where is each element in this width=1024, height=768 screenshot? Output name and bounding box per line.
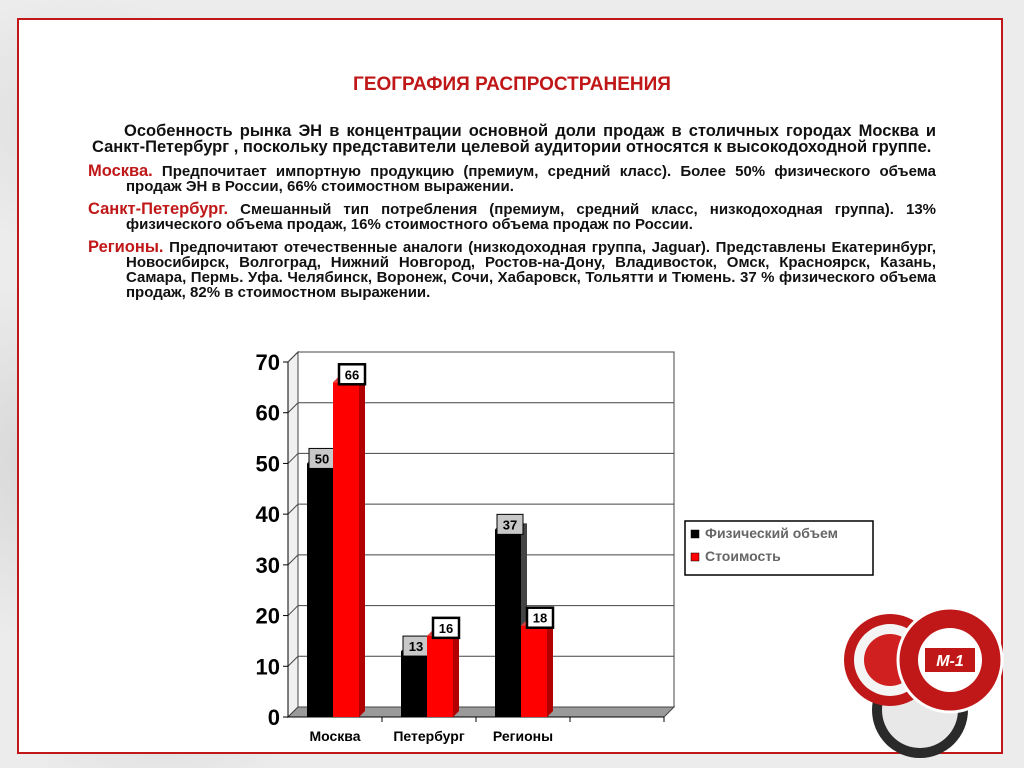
logo-mark: M-1 (936, 653, 964, 670)
text-block: Особенность рынка ЭН в концентрации осно… (88, 122, 936, 308)
x-tick-label: Петербург (393, 728, 464, 744)
data-label: 50 (315, 451, 329, 466)
gridline-side (287, 605, 299, 616)
x-tick-label: Регионы (493, 728, 553, 744)
paragraph-regions: Регионы. Предпочитают отечественные анал… (88, 238, 936, 301)
paragraph-lead: Санкт-Петербург. (88, 200, 229, 218)
plot-side-wall (287, 350, 299, 719)
bar (333, 382, 359, 717)
y-tick-label: 40 (256, 502, 280, 527)
paragraph-text: Предпочитают отечественные аналоги (низк… (126, 239, 936, 301)
bar (401, 651, 427, 717)
paragraph-moscow: Москва. Предпочитает импортную продукцию… (88, 162, 936, 195)
slide-title: ГЕОГРАФИЯ РАСПРОСТРАНЕНИЯ (353, 74, 671, 95)
gridline-side (287, 554, 299, 566)
gridline-side (287, 655, 299, 667)
y-tick-label: 0 (268, 705, 280, 730)
data-label: 13 (409, 639, 423, 654)
bar-side (359, 376, 365, 717)
gridline-side (287, 453, 299, 464)
gridline-side (287, 402, 299, 414)
bar (521, 625, 547, 717)
brand-logo: M-1 (844, 606, 1004, 758)
y-tick-label: 20 (256, 604, 280, 629)
y-tick-label: 50 (256, 451, 280, 476)
y-tick-label: 10 (256, 654, 280, 679)
paragraph-lead: Москва. (88, 162, 153, 180)
data-label: 18 (533, 611, 547, 626)
y-tick-label: 60 (256, 401, 280, 426)
gridline-side (287, 351, 299, 363)
bar (427, 635, 453, 717)
data-label-box (337, 363, 367, 386)
y-tick-label: 70 (256, 350, 280, 375)
data-label-box (496, 513, 524, 535)
bar (307, 463, 333, 717)
bar-side (453, 629, 459, 717)
gridline-side (287, 503, 299, 515)
bar-side (547, 619, 553, 717)
x-tick-label: Москва (309, 728, 360, 744)
legend-swatch (690, 552, 700, 562)
legend-box (684, 520, 874, 576)
data-label: 37 (503, 517, 517, 532)
paragraph-lead: Регионы. (88, 238, 164, 256)
y-tick-label: 30 (256, 553, 280, 578)
bar-chart: 0 10 20 30 40 50 60 70 Москва 50 66 Петербург 13 16 Ре… (256, 350, 874, 744)
paragraph-text: Смешанный тип потребления (премиум, сред… (126, 201, 936, 233)
data-label-box (525, 606, 555, 629)
data-label: 16 (439, 621, 453, 636)
legend-swatch (690, 529, 700, 539)
legend-label: Стоимость (705, 548, 781, 564)
paragraph-spb: Санкт-Петербург. Смешанный тип потреблен… (88, 200, 936, 233)
legend-label: Физический объем (705, 525, 838, 541)
intro-paragraph: Особенность рынка ЭН в концентрации осно… (92, 122, 936, 156)
data-label-box (431, 616, 461, 640)
paragraph-text: Предпочитает импортную продукцию (премиу… (126, 163, 936, 195)
bar (495, 529, 521, 717)
data-label: 66 (345, 367, 359, 382)
